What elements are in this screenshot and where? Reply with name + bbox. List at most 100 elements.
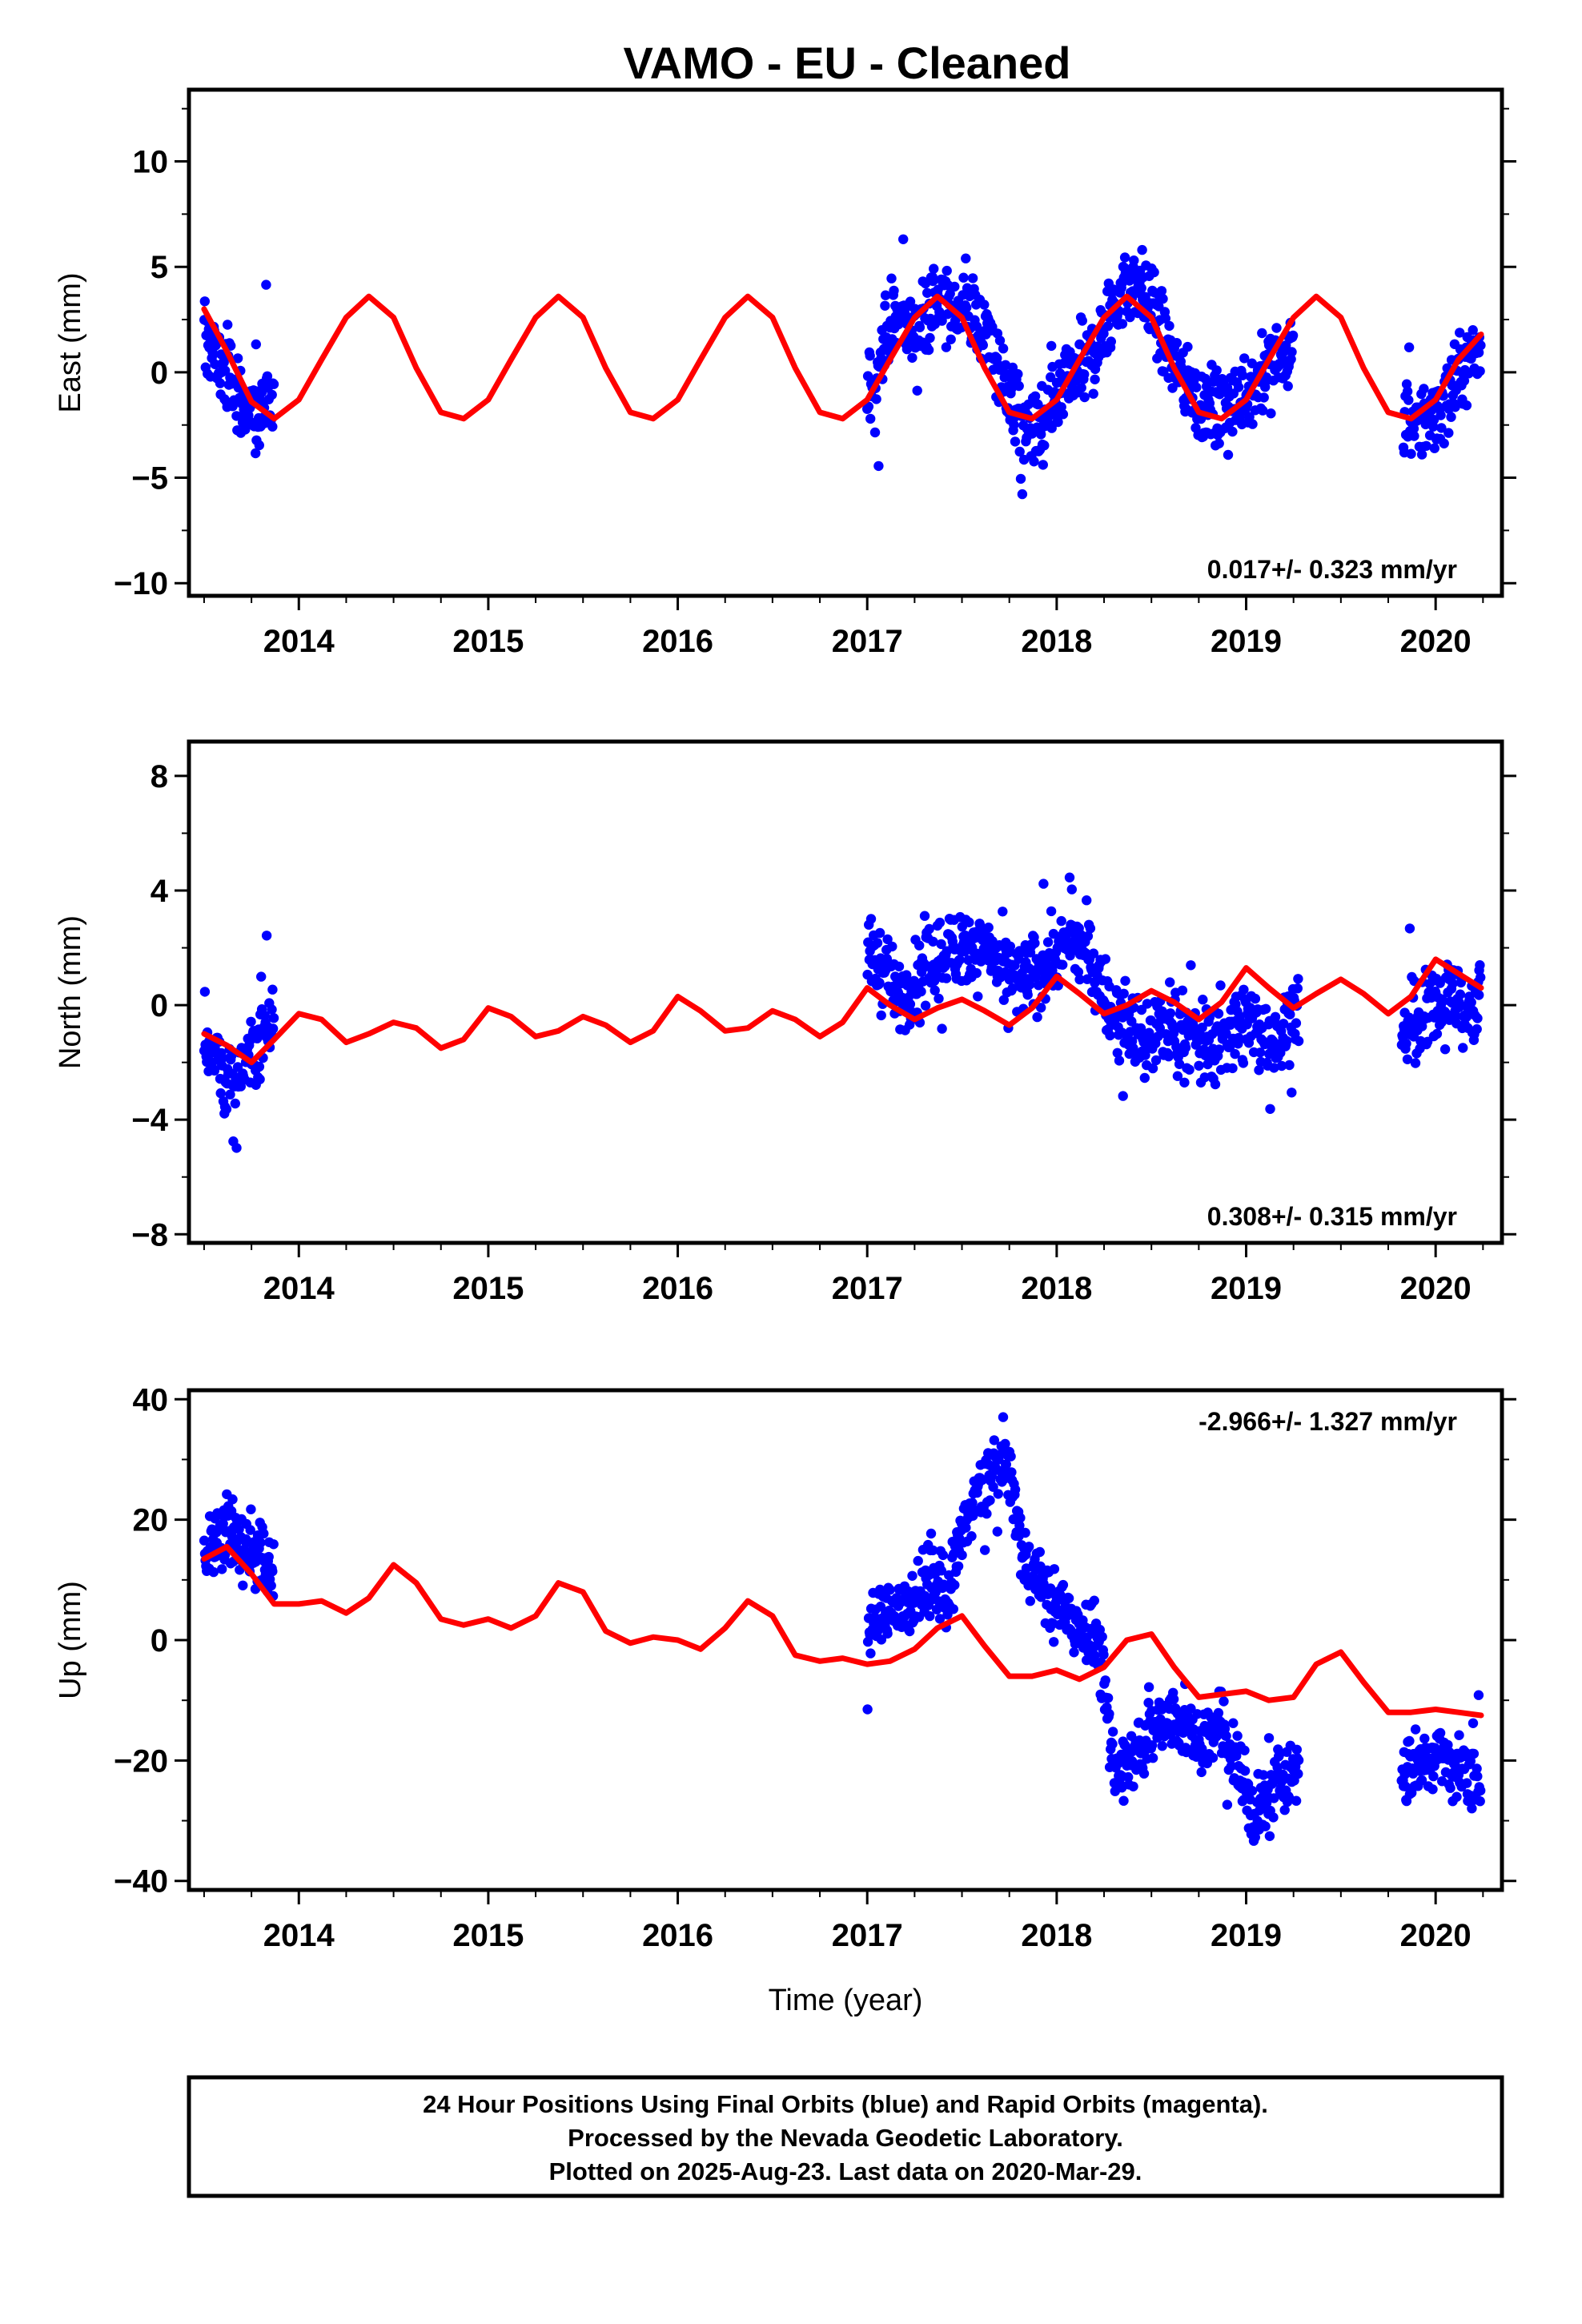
panel-north: 2014 2015 2016 2017 2018 2019 2020 −8 −4 0 4 8 North…	[54, 739, 1516, 1306]
data-point	[231, 1143, 242, 1153]
data-point	[1261, 1798, 1272, 1808]
data-point	[267, 1023, 279, 1034]
data-point	[1006, 1451, 1016, 1462]
data-point	[1282, 1035, 1292, 1047]
data-point	[1174, 1059, 1185, 1070]
data-point	[979, 300, 990, 310]
x-tick-label: 2018	[1021, 1271, 1092, 1306]
data-point	[937, 1023, 947, 1034]
data-point	[962, 302, 972, 313]
data-point	[1416, 449, 1427, 460]
data-point	[1120, 975, 1130, 987]
data-point	[254, 440, 264, 451]
data-point	[938, 1550, 949, 1561]
data-point	[238, 1580, 248, 1591]
data-point	[1428, 1771, 1439, 1782]
data-point	[928, 936, 938, 947]
data-point	[1221, 1028, 1231, 1039]
data-point	[1038, 879, 1049, 889]
data-point	[1403, 395, 1414, 405]
data-point	[1056, 915, 1066, 927]
data-point	[1228, 1718, 1239, 1728]
data-point	[1069, 1647, 1079, 1658]
data-point	[1191, 382, 1202, 392]
data-point	[1089, 1595, 1100, 1606]
y-tick-label: 0	[151, 988, 168, 1023]
data-point	[209, 1065, 220, 1076]
x-tick-label: 2016	[642, 1918, 713, 1953]
data-point	[1088, 948, 1099, 959]
x-tick-label: 2014	[263, 1271, 335, 1306]
data-point	[234, 1524, 244, 1534]
data-point	[1090, 1651, 1100, 1661]
data-point	[1177, 985, 1188, 996]
data-point	[1291, 1018, 1302, 1028]
data-point	[1472, 1763, 1482, 1774]
data-point	[1196, 1767, 1207, 1778]
data-point	[986, 1470, 998, 1482]
data-point	[1468, 1718, 1479, 1728]
data-point	[980, 1545, 990, 1555]
data-point	[1406, 448, 1416, 459]
data-point	[1291, 1795, 1302, 1806]
data-point	[953, 1561, 964, 1572]
data-point	[1436, 423, 1447, 433]
data-point	[1475, 366, 1485, 376]
data-point	[882, 934, 893, 945]
data-point	[1223, 449, 1234, 460]
data-point	[1439, 1044, 1451, 1055]
data-point	[1235, 1011, 1246, 1022]
data-point	[1157, 1741, 1167, 1751]
data-point	[1279, 1805, 1290, 1815]
data-point	[1233, 382, 1244, 392]
data-point	[1036, 429, 1046, 440]
footer-line-1: 24 Hour Positions Using Final Orbits (bl…	[423, 2090, 1268, 2118]
data-point	[1146, 1740, 1158, 1751]
data-point	[1049, 1637, 1059, 1647]
data-point	[1136, 283, 1146, 293]
data-point	[993, 1489, 1004, 1499]
data-point	[1076, 383, 1086, 393]
data-point	[255, 1538, 266, 1548]
y-tick-label: 8	[151, 759, 168, 794]
data-point	[1030, 972, 1041, 983]
data-point	[1207, 1752, 1219, 1763]
data-point	[865, 351, 875, 361]
x-tick-label: 2017	[832, 1271, 903, 1306]
data-point	[1258, 405, 1268, 416]
data-point	[967, 1498, 978, 1508]
data-point	[926, 1528, 937, 1539]
x-tick-label: 2020	[1400, 1918, 1472, 1953]
data-point	[948, 1604, 959, 1614]
data-point	[1009, 420, 1019, 430]
data-point	[1073, 967, 1084, 978]
x-tick-label: 2016	[642, 1271, 713, 1306]
data-point	[874, 978, 885, 988]
data-point	[941, 342, 952, 352]
data-point	[263, 1551, 274, 1562]
data-point	[1039, 440, 1050, 451]
data-point	[1284, 1059, 1295, 1071]
data-point	[1153, 1031, 1163, 1042]
data-point	[1293, 974, 1303, 984]
data-point	[978, 340, 989, 351]
data-point	[934, 993, 944, 1004]
data-point	[267, 389, 277, 400]
data-point	[1198, 995, 1208, 1005]
data-point	[1098, 1650, 1109, 1660]
data-point	[1408, 424, 1419, 434]
data-point	[1139, 1072, 1150, 1084]
data-point	[1053, 416, 1063, 428]
data-point	[1227, 426, 1238, 437]
data-point	[1416, 1775, 1427, 1786]
data-point	[865, 914, 877, 924]
data-point	[971, 321, 982, 332]
data-point	[885, 1585, 895, 1595]
data-point	[928, 1545, 938, 1556]
data-point	[259, 1528, 269, 1539]
data-point	[267, 984, 278, 995]
data-point	[268, 1539, 279, 1550]
data-point	[1112, 1047, 1123, 1059]
data-point	[215, 378, 226, 388]
